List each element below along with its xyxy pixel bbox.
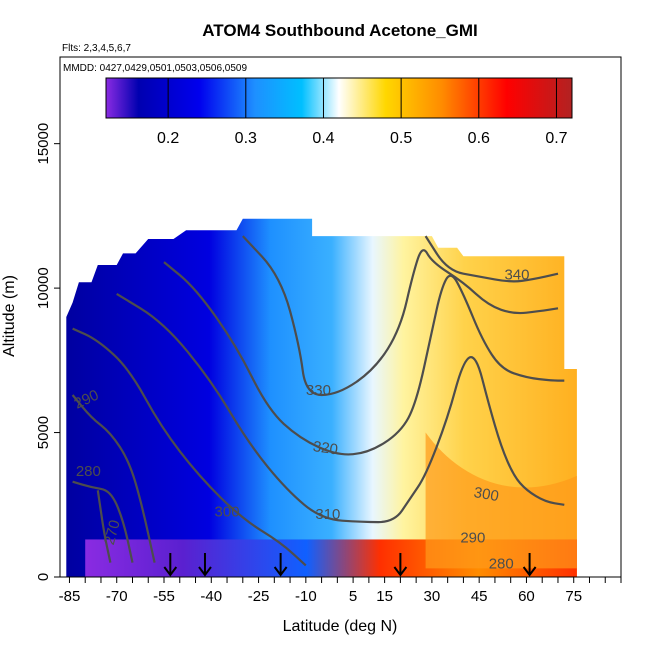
flight-arrow [522,553,537,577]
x-tick-label: -40 [200,588,222,605]
x-axis: -85 -70 -55 -40 -25 -10 5 15 30 45 60 75 [59,577,622,605]
contour-320 [163,261,565,456]
contour-330 [241,235,559,397]
x-tick-label: -10 [295,588,317,605]
contour-label-280: 280 [489,555,514,572]
colorbar-tick-label: 0.4 [312,130,334,147]
contour-label-270: 270 [101,518,124,547]
contour-270 [96,490,112,563]
contour-300 [72,327,307,567]
contour-290 [71,394,156,563]
colorbar-tick-label: 0.7 [545,130,567,147]
y-tick-label: 5000 [35,416,52,449]
flight-arrow [163,553,178,577]
y-tick-label: 10000 [35,267,52,309]
x-tick-label: 5 [349,588,357,605]
contour-label-300: 300 [472,484,500,505]
contour-label-310: 310 [315,506,340,523]
x-axis-label: Latitude (deg N) [283,618,398,635]
theta-contours [71,235,565,567]
y-tick-label: 0 [35,573,52,581]
contour-280 [72,480,134,563]
y-axis-label: Altitude (m) [1,275,18,357]
contour-310 [116,292,565,524]
colorbar-tick-label: 0.6 [468,130,490,147]
curtain-field [66,218,577,577]
x-tick-label: -25 [248,588,270,605]
flights-subtitle: Flts: 2,3,4,5,6,7 [62,43,131,54]
colorbar-tick-label: 0.2 [157,130,179,147]
plot-frame [59,56,622,578]
x-tick-label: -85 [59,588,81,605]
contour-label-300: 300 [215,503,240,520]
x-tick-label: -70 [106,588,128,605]
dates-subtitle: MMDD: 0427,0429,0501,0503,0506,0509 [63,63,247,74]
contour-label-280: 280 [76,463,101,480]
flight-arrow [393,553,408,577]
x-tick-label: 30 [424,588,441,605]
chart-title: ATOM4 Southbound Acetone_GMI [202,21,477,40]
colorbar-tick-label: 0.5 [390,130,412,147]
contour-label-340: 340 [504,266,529,283]
contour-label-330: 330 [306,382,331,399]
contour-label-290: 290 [460,529,485,546]
colorbar-gradient [105,77,573,119]
orange-lower-region [425,432,577,569]
contour-340 [424,235,559,283]
flight-arrow [198,553,212,577]
y-axis: 0 5000 10000 15000 [35,123,60,581]
x-tick-label: 75 [565,588,582,605]
x-tick-label: -55 [153,588,175,605]
y-tick-label: 15000 [35,123,52,165]
flight-arrow [273,553,288,577]
x-tick-label: 60 [518,588,535,605]
colorbar-tick-label: 0.3 [235,130,257,147]
x-tick-label: 45 [471,588,488,605]
colorbar: 0.2 0.3 0.4 0.5 0.6 0.7 [105,77,573,147]
flight-arrows [163,553,537,577]
x-tick-label: 15 [376,588,393,605]
contour-label-320: 320 [312,438,339,458]
